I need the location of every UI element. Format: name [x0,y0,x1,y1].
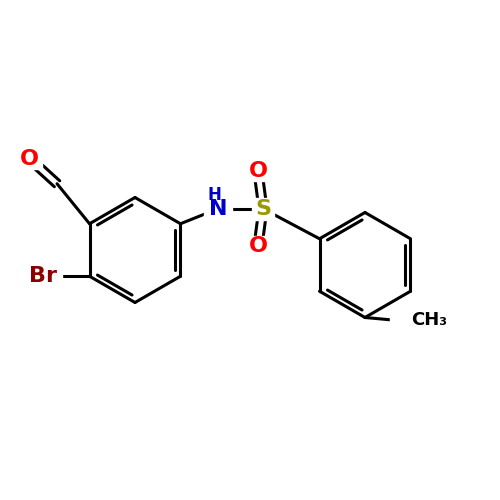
Text: H: H [207,186,221,204]
Bar [17,149,42,169]
Text: N: N [208,198,227,219]
Bar [204,195,232,222]
Text: O: O [248,236,268,256]
Text: O: O [20,149,39,169]
Bar [252,198,274,220]
Bar [246,161,270,181]
Text: Br: Br [29,266,57,286]
Text: O: O [248,161,268,181]
Bar [27,265,62,287]
Bar [390,308,430,331]
Bar [246,236,270,256]
Text: CH₃: CH₃ [412,311,448,329]
Text: S: S [255,198,271,219]
